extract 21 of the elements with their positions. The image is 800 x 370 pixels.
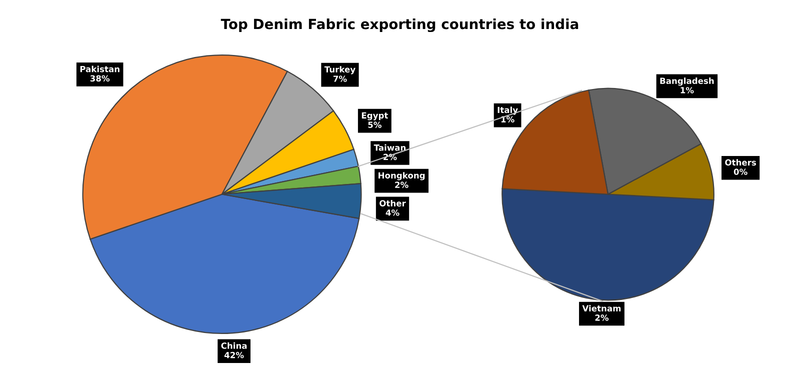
data-label: 1% bbox=[680, 87, 694, 94]
slice-label: Bangladesh bbox=[660, 78, 714, 86]
slice-label: Taiwan bbox=[374, 144, 406, 151]
slice-label: Pakistan bbox=[80, 66, 120, 72]
slice-label: Hongkong bbox=[378, 172, 425, 180]
slice-label: Italy bbox=[498, 106, 518, 115]
slice-label: Turkey bbox=[324, 66, 356, 74]
data-label: 7% bbox=[333, 76, 347, 82]
data-label: 38% bbox=[90, 75, 110, 82]
data-label: 2% bbox=[395, 182, 408, 188]
data-label: 5% bbox=[368, 122, 382, 128]
chart-title: Top Denim Fabric exporting countries to india bbox=[220, 18, 578, 32]
data-label: 42% bbox=[224, 352, 244, 358]
slice-label: Egypt bbox=[362, 112, 388, 120]
slice-label: Vietnam bbox=[582, 305, 621, 312]
data-label: 4% bbox=[386, 209, 400, 216]
data-label: 2% bbox=[595, 314, 609, 321]
slice-label: China bbox=[221, 342, 247, 349]
slice-label: Other bbox=[380, 200, 406, 206]
slice-label: Others bbox=[725, 159, 756, 166]
data-label: 0% bbox=[734, 168, 748, 175]
